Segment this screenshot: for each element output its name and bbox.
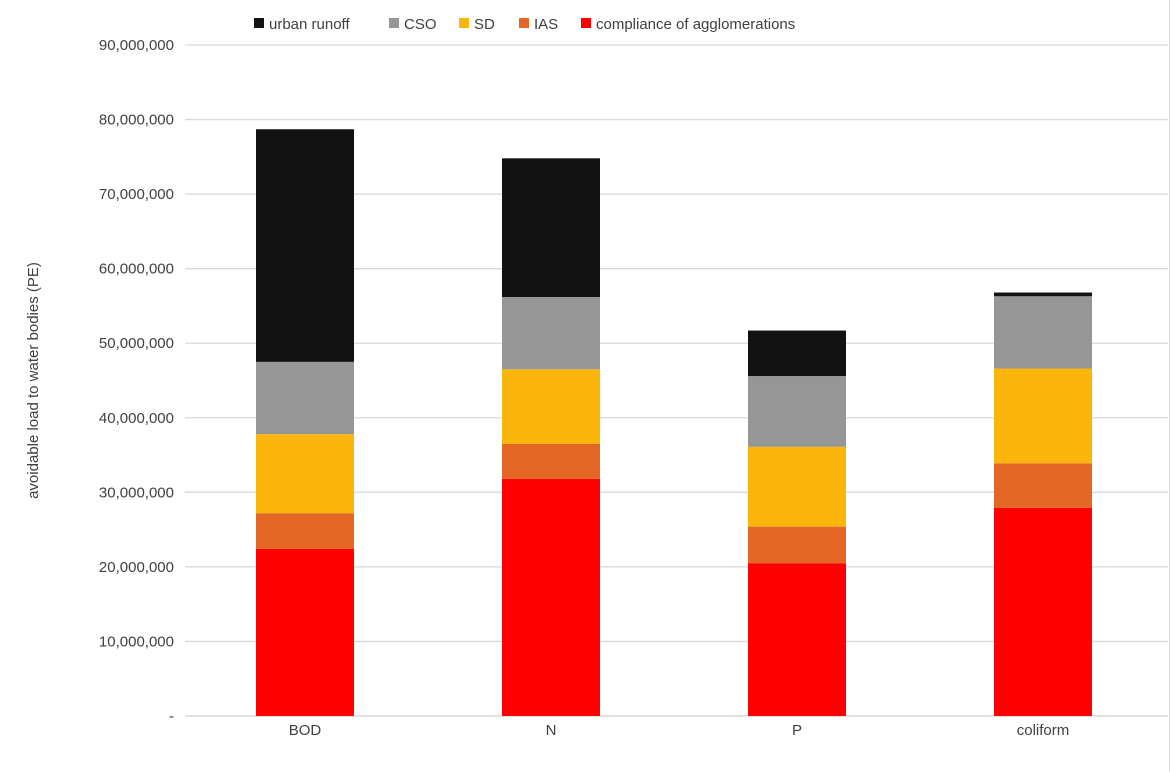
y-tick-label: -: [169, 708, 174, 725]
legend-label: SD: [474, 16, 495, 33]
bar-segment-sd: [994, 368, 1092, 464]
bar-segment-compliance-of-agglomerations: [256, 548, 354, 716]
legend-swatch: [459, 18, 469, 28]
bar-segment-compliance-of-agglomerations: [502, 478, 600, 716]
bar-segment-ias: [502, 443, 600, 479]
bar-segment-sd: [256, 434, 354, 514]
legend-label: IAS: [534, 16, 558, 33]
y-tick-label: 30,000,000: [99, 484, 174, 501]
legend-swatch: [254, 18, 264, 28]
bar-segment-urban-runoff: [256, 129, 354, 362]
y-tick-label: 40,000,000: [99, 410, 174, 427]
y-tick-label: 10,000,000: [99, 633, 174, 650]
y-tick-label: 50,000,000: [99, 335, 174, 352]
y-tick-label: 80,000,000: [99, 112, 174, 129]
y-tick-label: 20,000,000: [99, 559, 174, 576]
bar-segment-compliance-of-agglomerations: [748, 563, 846, 716]
bar-segment-sd: [748, 446, 846, 527]
y-tick-label: 90,000,000: [99, 37, 174, 54]
x-tick-label: BOD: [289, 722, 322, 739]
bar-segment-cso: [748, 376, 846, 447]
x-tick-label: coliform: [1017, 722, 1070, 739]
legend-label: CSO: [404, 16, 437, 33]
y-axis-title: avoidable load to water bodies (PE): [25, 262, 42, 499]
bar-segment-cso: [994, 296, 1092, 369]
bar-segment-compliance-of-agglomerations: [994, 507, 1092, 716]
bar-segment-urban-runoff: [994, 292, 1092, 297]
bar-segment-ias: [994, 463, 1092, 508]
bar-segment-ias: [256, 513, 354, 549]
legend-swatch: [389, 18, 399, 28]
bar-segment-urban-runoff: [502, 158, 600, 297]
legend-label: compliance of agglomerations: [596, 16, 795, 33]
bar-segment-cso: [502, 296, 600, 370]
bar-segment-ias: [748, 526, 846, 564]
bar-segment-urban-runoff: [748, 330, 846, 377]
x-tick-label: P: [792, 722, 802, 739]
legend-label: urban runoff: [269, 16, 350, 33]
y-tick-label: 70,000,000: [99, 186, 174, 203]
y-tick-label: 60,000,000: [99, 261, 174, 278]
legend-swatch: [581, 18, 591, 28]
bar-segment-sd: [502, 369, 600, 444]
x-tick-label: N: [546, 722, 557, 739]
legend-swatch: [519, 18, 529, 28]
bar-segment-cso: [256, 361, 354, 435]
